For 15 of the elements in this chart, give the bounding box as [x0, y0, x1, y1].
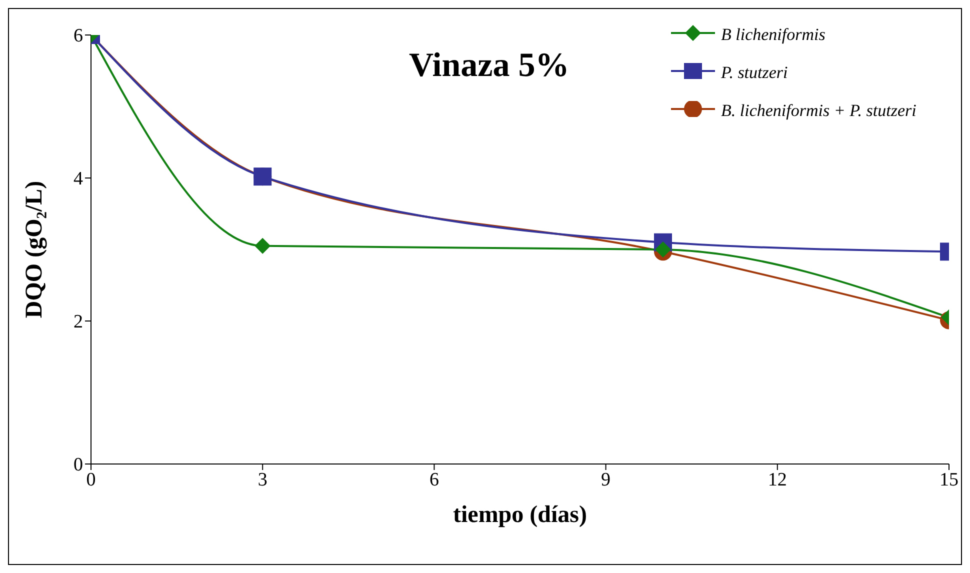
y-tick-label: 4 [74, 168, 84, 190]
x-tick-label: 9 [601, 469, 611, 490]
y-tick-label: 6 [74, 26, 83, 47]
legend-label: B licheniformis [721, 25, 826, 45]
chart-title: Vinaza 5% [409, 47, 570, 85]
x-tick-label: 3 [258, 469, 268, 490]
y-tick-label: 2 [74, 312, 83, 333]
x-axis-title: tiempo (días) [453, 502, 587, 528]
x-tick-label: 15 [940, 469, 958, 490]
legend-label: P. stutzeri [721, 63, 788, 83]
x-tick-label: 12 [768, 469, 787, 490]
legend-label: B. licheniformis + P. stutzeri [721, 101, 916, 121]
x-tick-label: 6 [429, 469, 439, 490]
y-axis-title: DQO (gO₂/L) [22, 180, 48, 318]
y-tick-label: 0 [74, 454, 83, 476]
